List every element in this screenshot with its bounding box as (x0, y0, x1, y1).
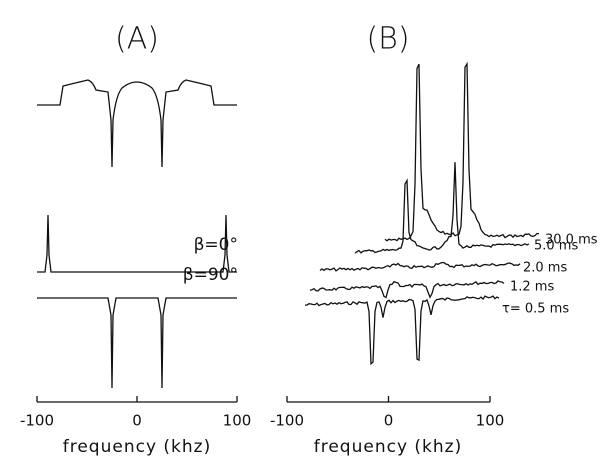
annotation: 30.0 ms (545, 233, 598, 248)
panel-title: (A) (115, 22, 159, 57)
x-axis-label: frequency (khz) (314, 437, 462, 457)
x-axis-label: frequency (khz) (63, 437, 211, 457)
spectrum-trace (37, 79, 237, 168)
annotation: β=90° (183, 265, 238, 285)
annotation: 1.2 ms (510, 280, 554, 295)
annotation: τ= 0.5 ms (502, 302, 569, 317)
spectrum-trace (37, 297, 237, 389)
x-tick-label: -100 (270, 412, 304, 430)
x-tick-label: -100 (20, 412, 54, 430)
x-tick-label: 0 (384, 412, 394, 430)
spectrum-trace (37, 214, 237, 273)
spectrum-trace (309, 280, 505, 299)
spectrum-trace (319, 261, 521, 272)
x-tick-label: 0 (132, 412, 142, 430)
panel-title: (B) (366, 22, 409, 57)
spectrum-trace (304, 295, 500, 366)
spectrum-trace (354, 162, 530, 254)
annotation: β=0° (194, 235, 238, 255)
x-tick-label: 100 (223, 412, 252, 430)
x-tick-label: 100 (476, 412, 505, 430)
spectrum-trace (384, 61, 539, 242)
annotation: 5.0 ms (534, 239, 578, 254)
annotation: 2.0 ms (523, 261, 567, 276)
